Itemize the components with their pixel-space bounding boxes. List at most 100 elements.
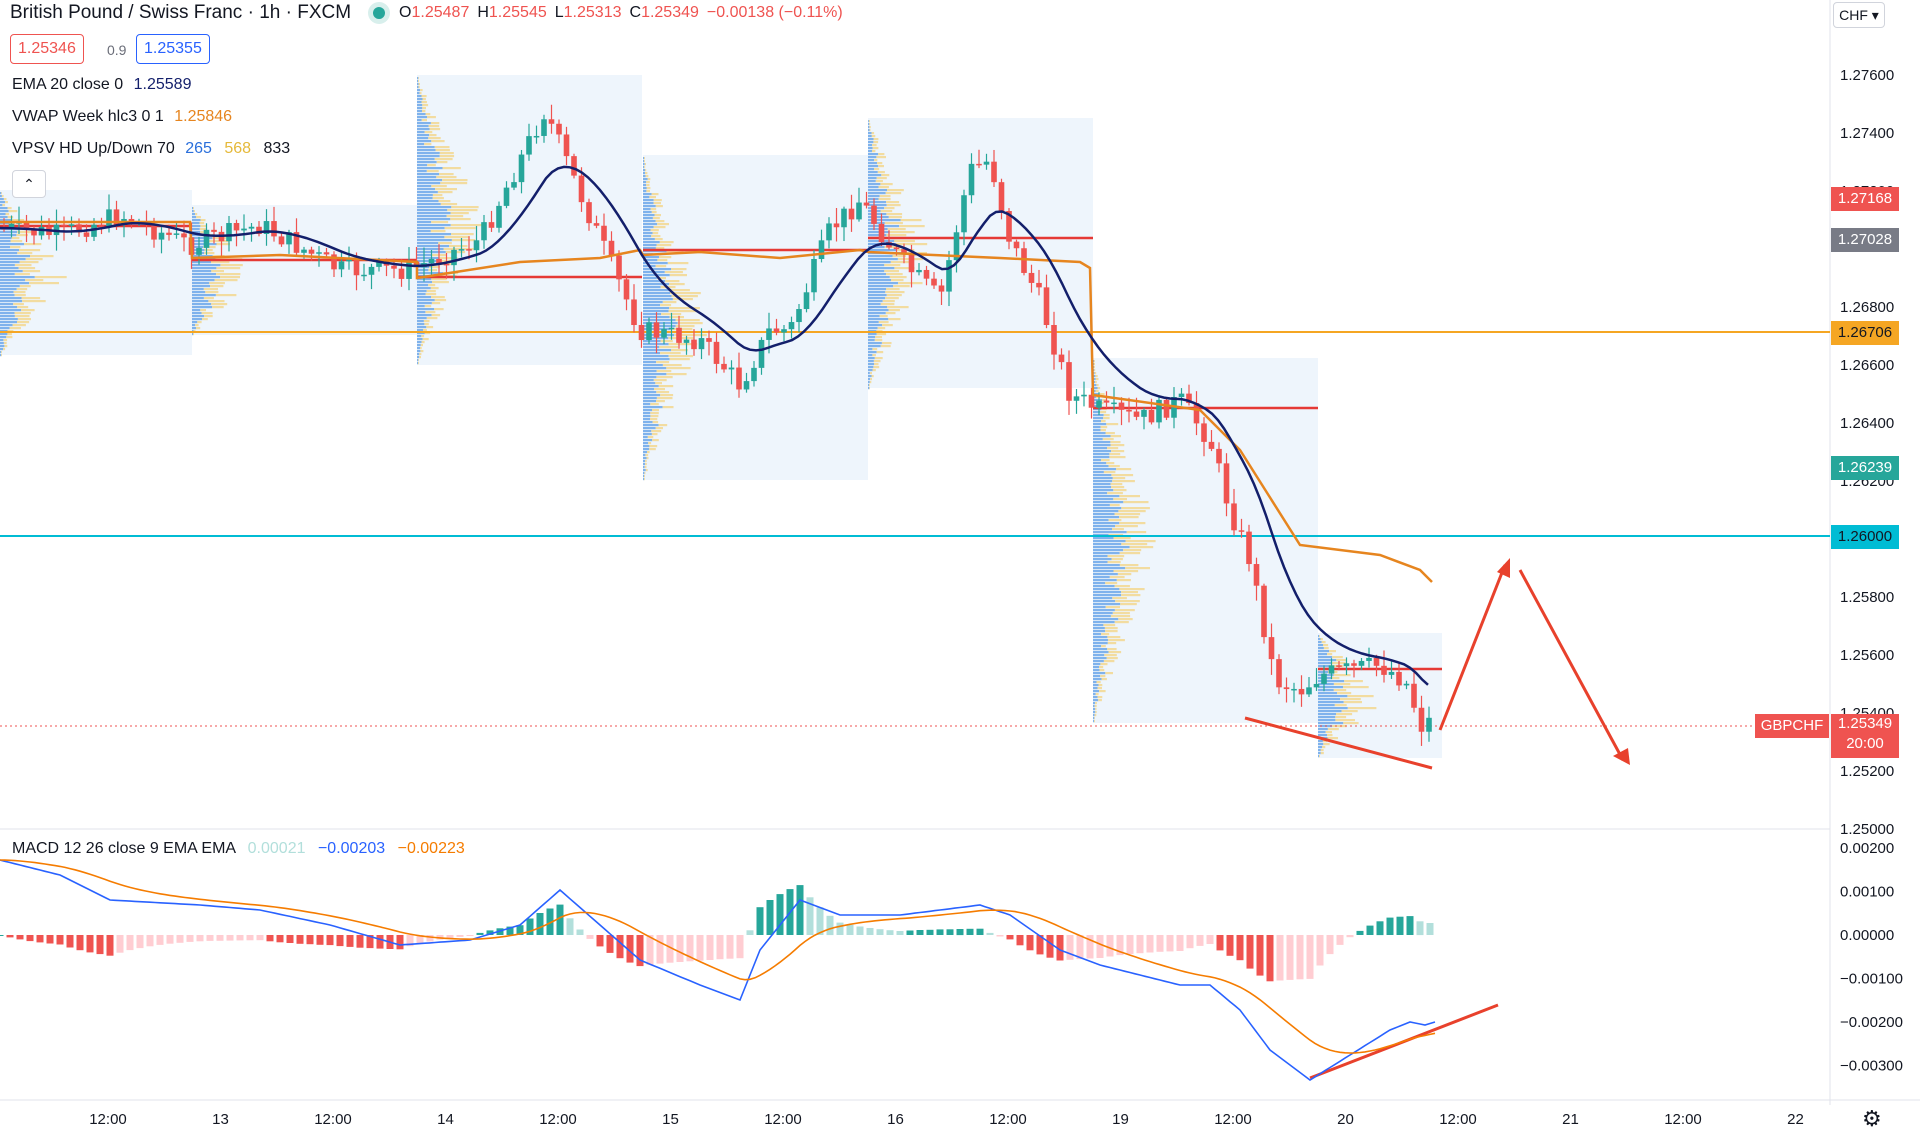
- indicator-legend-vwap[interactable]: VWAP Week hlc3 0 1 1.25846: [12, 108, 233, 125]
- candle-body: [1351, 663, 1357, 666]
- indicator-legend-ema[interactable]: EMA 20 close 0 1.25589: [12, 76, 192, 93]
- candle-body: [743, 381, 750, 390]
- vp-down-bar: [7, 333, 12, 336]
- vp-down-bar: [649, 196, 656, 199]
- vp-up-bar: [417, 107, 423, 110]
- vp-up-bar: [868, 306, 888, 309]
- macd-histogram: [0, 885, 1434, 982]
- candle-body: [998, 182, 1005, 212]
- vp-up-bar: [1318, 707, 1348, 710]
- vp-up-bar: [643, 457, 647, 460]
- vp-down-bar: [1106, 657, 1118, 660]
- vp-up-bar: [192, 324, 196, 327]
- indicator-legend-vpsv[interactable]: VPSV HD Up/Down 70 265 568 833: [12, 140, 291, 157]
- vp-down-bar: [3, 342, 7, 345]
- vp-down-bar: [19, 261, 39, 264]
- price-tag-high-poc: 1.27168: [1831, 187, 1899, 211]
- vp-up-bar: [643, 286, 661, 289]
- vp-up-bar: [643, 304, 661, 307]
- candle-body: [713, 341, 720, 364]
- vp-up-bar: [0, 240, 11, 243]
- vp-down-bar: [886, 234, 907, 237]
- vp-down-bar: [670, 292, 701, 295]
- vp-up-bar: [643, 175, 646, 178]
- vp-down-bar: [656, 376, 673, 379]
- vp-up-bar: [1093, 537, 1114, 540]
- vp-up-bar: [643, 256, 659, 259]
- vp-up-bar: [0, 192, 2, 195]
- vp-down-bar: [1322, 740, 1327, 743]
- macd-legend[interactable]: MACD 12 26 close 9 EMA EMA 0.00021 −0.00…: [12, 840, 465, 857]
- vp-up-bar: [1093, 417, 1104, 420]
- vp-up-bar: [1093, 702, 1096, 705]
- vp-down-bar: [869, 126, 871, 129]
- vp-down-bar: [420, 350, 424, 353]
- vp-up-bar: [1093, 594, 1122, 597]
- vp-down-bar: [872, 147, 879, 150]
- vp-down-bar: [1108, 639, 1125, 642]
- vp-down-bar: [424, 332, 431, 335]
- vp-down-bar: [1104, 654, 1117, 657]
- vp-down-bar: [877, 171, 885, 174]
- vp-up-bar: [1093, 438, 1103, 441]
- vp-up-bar: [643, 469, 646, 472]
- vp-down-bar: [211, 261, 230, 264]
- vp-down-bar: [675, 319, 700, 322]
- vp-up-bar: [417, 323, 425, 326]
- vp-up-bar: [1093, 474, 1112, 477]
- vp-up-bar: [868, 348, 873, 351]
- vp-down-bar: [17, 321, 30, 324]
- collapse-legend-button[interactable]: ⌃: [12, 170, 46, 198]
- vp-up-bar: [417, 335, 422, 338]
- vp-down-bar: [1112, 480, 1135, 483]
- vp-down-bar: [645, 172, 648, 175]
- vp-up-bar: [643, 442, 649, 445]
- price-axis-label: 1.25000: [1840, 821, 1894, 838]
- vp-up-bar: [868, 345, 881, 348]
- vp-up-bar: [1093, 384, 1097, 387]
- vp-down-bar: [644, 166, 646, 169]
- vp-down-bar: [666, 367, 691, 370]
- vp-down-bar: [889, 231, 915, 234]
- vp-down-bar: [650, 229, 659, 232]
- vp-up-bar: [868, 171, 878, 174]
- macd-hist-bar: [106, 935, 114, 956]
- vp-up-bar: [417, 218, 451, 221]
- vp-up-bar: [643, 445, 650, 448]
- macd-hist-bar: [986, 932, 994, 935]
- macd-axis[interactable]: 0.00200 0.00100 0.00000 −0.00100 −0.00200 −0.…: [1840, 840, 1903, 1075]
- vp-down-bar: [876, 333, 887, 336]
- macd-hist-bar: [116, 935, 124, 953]
- vp-down-bar: [443, 248, 474, 251]
- vp-down-bar: [899, 225, 925, 228]
- vp-down-bar: [421, 341, 425, 344]
- vp-up-bar: [0, 198, 4, 201]
- vp-up-bar: [1093, 426, 1101, 429]
- symbol-title[interactable]: British Pound / Swiss Franc · 1h · FXCM: [10, 2, 352, 23]
- vp-down-bar: [434, 158, 453, 161]
- candle-body: [1126, 409, 1132, 412]
- vp-down-bar: [201, 312, 213, 315]
- macd-hist-bar: [926, 929, 934, 935]
- time-axis[interactable]: 12:00 13 12:00 14 12:00 15 12:00 16 12:00 19 12:00…: [89, 1111, 1804, 1128]
- vp-up-bar: [1093, 564, 1120, 567]
- gear-icon[interactable]: ⚙: [1862, 1106, 1882, 1131]
- vp-down-bar: [869, 372, 872, 375]
- candle-body: [533, 135, 540, 138]
- vp-down-bar: [1111, 474, 1134, 477]
- sell-price-button[interactable]: 1.25346: [10, 34, 84, 64]
- vp-down-bar: [645, 469, 648, 472]
- macd-hist-bar: [96, 935, 104, 955]
- currency-selector[interactable]: CHF ▾: [1833, 2, 1885, 28]
- vp-up-bar: [643, 310, 669, 313]
- vp-down-bar: [659, 241, 674, 244]
- vp-up-bar: [0, 306, 18, 309]
- macd-hist-bar: [1386, 917, 1394, 935]
- macd-hist-bar: [1026, 935, 1034, 951]
- candle-body: [1201, 423, 1207, 442]
- vp-up-bar: [1093, 663, 1101, 666]
- vp-up-bar: [1093, 642, 1108, 645]
- candle-body: [1276, 659, 1282, 688]
- buy-price-button[interactable]: 1.25355: [136, 34, 210, 64]
